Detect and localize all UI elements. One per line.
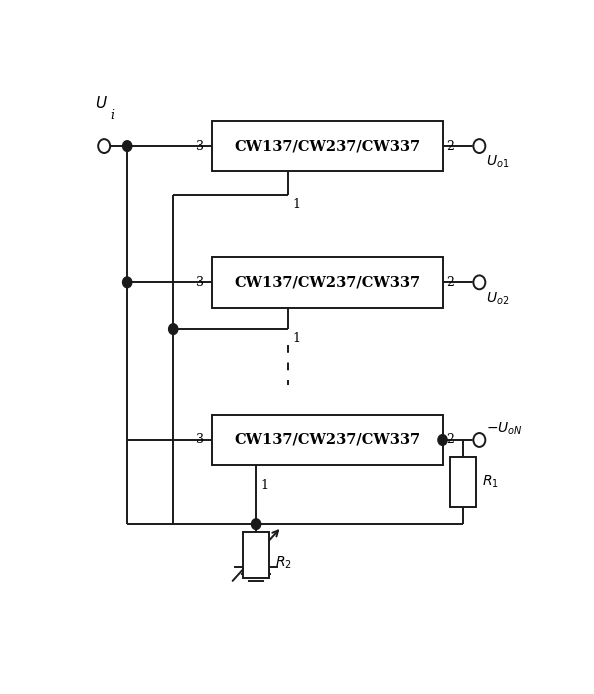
Bar [213, 121, 443, 171]
Text: 3: 3 [196, 434, 204, 446]
Circle shape [98, 139, 110, 153]
Circle shape [438, 434, 447, 446]
Circle shape [473, 433, 485, 447]
Text: $U$: $U$ [96, 95, 108, 111]
Circle shape [473, 276, 485, 289]
Circle shape [251, 519, 261, 530]
Text: 3: 3 [196, 139, 204, 153]
Text: $-U_{oN}$: $-U_{oN}$ [486, 421, 523, 437]
Text: 1: 1 [293, 332, 301, 345]
Text: $R_2$: $R_2$ [274, 555, 292, 571]
Bar [213, 257, 443, 307]
Text: 2: 2 [446, 434, 454, 446]
Text: CW137/CW237/CW337: CW137/CW237/CW337 [235, 433, 421, 447]
Text: 1: 1 [260, 479, 268, 492]
Bar [213, 414, 443, 466]
Circle shape [473, 139, 485, 153]
Text: $U_{o2}$: $U_{o2}$ [486, 290, 510, 307]
Text: CW137/CW237/CW337: CW137/CW237/CW337 [235, 139, 421, 153]
Text: 3: 3 [196, 276, 204, 289]
Text: $R_1$: $R_1$ [482, 474, 498, 490]
Circle shape [122, 141, 132, 151]
Bar [243, 532, 269, 577]
Text: 2: 2 [446, 276, 454, 289]
Text: CW137/CW237/CW337: CW137/CW237/CW337 [235, 276, 421, 289]
Text: $U_{o1}$: $U_{o1}$ [486, 154, 510, 170]
Text: i: i [110, 109, 115, 122]
Text: 1: 1 [293, 198, 301, 211]
Text: 2: 2 [446, 139, 454, 153]
Circle shape [122, 277, 132, 288]
Bar [450, 457, 476, 507]
Circle shape [169, 324, 178, 335]
